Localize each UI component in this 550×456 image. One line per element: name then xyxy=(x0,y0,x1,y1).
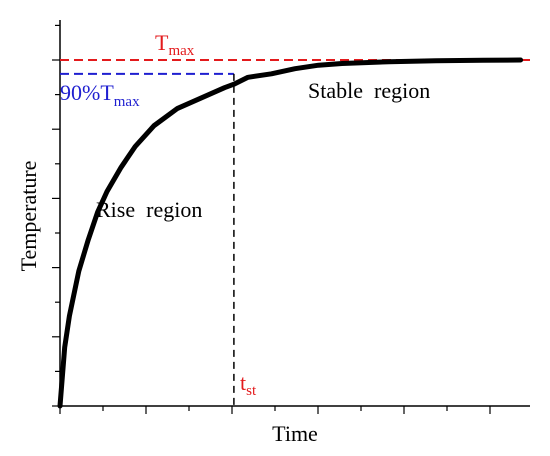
tst-label: tst xyxy=(240,370,257,399)
rise-region-label: Rise region xyxy=(96,197,202,222)
temperature-curve xyxy=(57,57,524,409)
tmax-label: Tmax xyxy=(155,30,195,59)
x-axis-title: Time xyxy=(272,421,318,446)
y-axis-title: Temperature xyxy=(16,161,41,272)
y-axis-ticks xyxy=(52,24,60,407)
ninety-percent-label: 90%Tmax xyxy=(60,80,140,110)
stable-region-label: Stable region xyxy=(308,78,430,103)
x-axis-ticks xyxy=(59,406,491,414)
